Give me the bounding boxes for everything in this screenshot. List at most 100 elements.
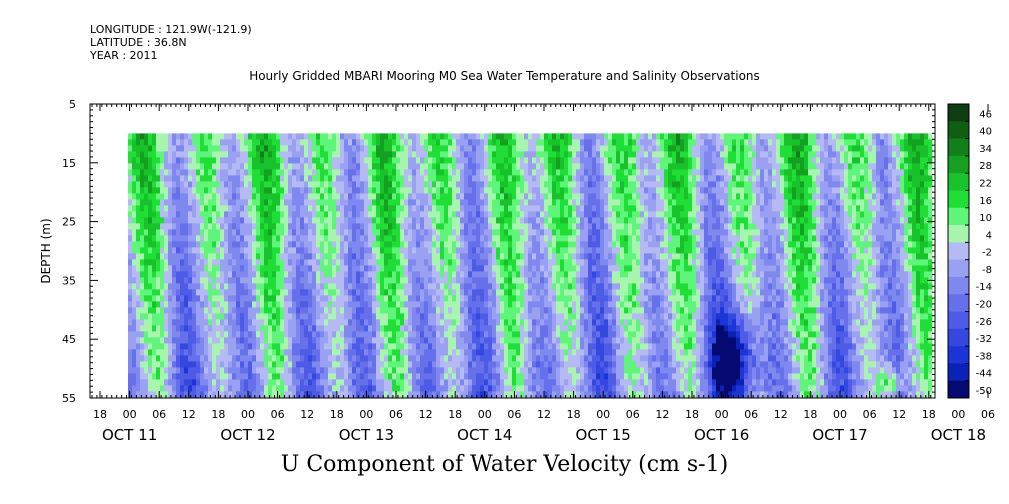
heatmap-cell-4970 — [568, 253, 573, 260]
heatmap-cell-1114 — [224, 337, 229, 344]
heatmap-cell-2329 — [332, 337, 337, 344]
heatmap-cell-1225 — [236, 193, 241, 200]
heatmap-cell-255 — [148, 313, 153, 320]
heatmap-cell-4270 — [504, 373, 509, 380]
heatmap-cell-2803 — [376, 211, 381, 218]
heatmap-cell-3384 — [428, 187, 433, 194]
heatmap-cell-3367 — [424, 355, 429, 362]
heatmap-cell-4635 — [540, 133, 545, 140]
heatmap-cell-4046 — [484, 379, 489, 386]
heatmap-cell-3129 — [404, 277, 409, 284]
heatmap-cell-506 — [172, 199, 177, 206]
heatmap-cell-445 — [164, 373, 169, 380]
heatmap-cell-2455 — [344, 283, 349, 290]
heatmap-cell-2450 — [344, 253, 349, 260]
heatmap-cell-1134 — [228, 187, 233, 194]
heatmap-cell-651 — [184, 259, 189, 266]
heatmap-cell-667 — [184, 355, 189, 362]
heatmap-cell-2895 — [384, 223, 389, 230]
heatmap-cell-906 — [208, 169, 213, 176]
heatmap-cell-4269 — [504, 367, 509, 374]
heatmap-cell-1395 — [252, 133, 257, 140]
heatmap-cell-4878 — [560, 241, 565, 248]
heatmap-cell-1521 — [260, 349, 265, 356]
heatmap-cell-1768 — [284, 211, 289, 218]
heatmap-cell-1242 — [236, 295, 241, 302]
heatmap-cell-4277 — [508, 145, 513, 152]
heatmap-cell-894 — [204, 367, 209, 374]
heatmap-cell-2656 — [364, 139, 369, 146]
heatmap-cell-4278 — [508, 151, 513, 158]
heatmap-cell-535 — [172, 373, 177, 380]
heatmap-cell-4525 — [528, 283, 533, 290]
heatmap-cell-3789 — [464, 187, 469, 194]
heatmap-cell-873 — [204, 241, 209, 248]
heatmap-cell-149 — [140, 217, 145, 224]
heatmap-cell-861 — [204, 169, 209, 176]
heatmap-cell-4671 — [540, 349, 545, 356]
heatmap-cell-4240 — [504, 193, 509, 200]
heatmap-cell-415 — [164, 193, 169, 200]
heatmap-cell-520 — [172, 283, 177, 290]
heatmap-cell-4626 — [536, 349, 541, 356]
heatmap-cell-3492 — [436, 295, 441, 302]
heatmap-cell-1514 — [260, 307, 265, 314]
heatmap-cell-3031 — [396, 229, 401, 236]
heatmap-cell-3179 — [408, 307, 413, 314]
heatmap-cell-3619 — [448, 247, 453, 254]
heatmap-cell-4741 — [548, 229, 553, 236]
heatmap-cell-2247 — [324, 385, 329, 392]
heatmap-cell-3843 — [468, 241, 473, 248]
heatmap-cell-1817 — [288, 235, 293, 242]
heatmap-cell-3873 — [472, 151, 477, 158]
heatmap-cell-4916 — [564, 199, 569, 206]
heatmap-cell-3421 — [432, 139, 437, 146]
heatmap-cell-25 — [128, 283, 133, 290]
heatmap-cell-1301 — [240, 379, 245, 386]
heatmap-cell-2822 — [376, 325, 381, 332]
heatmap-cell-1339 — [244, 337, 249, 344]
heatmap-cell-3601 — [448, 139, 453, 146]
heatmap-cell-3557 — [444, 145, 449, 152]
heatmap-cell-3713 — [456, 271, 461, 278]
heatmap-cell-3687 — [452, 385, 457, 392]
heatmap-cell-2085 — [312, 223, 317, 230]
heatmap-cell-81 — [132, 349, 137, 356]
heatmap-cell-4606 — [536, 229, 541, 236]
heatmap-cell-387 — [160, 295, 165, 302]
heatmap-cell-3737 — [460, 145, 465, 152]
heatmap-cell-1355 — [248, 163, 253, 170]
heatmap-cell-3265 — [416, 283, 421, 290]
heatmap-cell-2055 — [308, 313, 313, 320]
heatmap-cell-4598 — [536, 181, 541, 188]
heatmap-cell-819 — [200, 187, 205, 194]
heatmap-cell-1487 — [260, 145, 265, 152]
heatmap-cell-1751 — [280, 379, 285, 386]
heatmap-cell-3923 — [476, 181, 481, 188]
heatmap-cell-686 — [188, 199, 193, 206]
heatmap-cell-912 — [208, 205, 213, 212]
heatmap-cell-1961 — [300, 289, 305, 296]
heatmap-cell-3908 — [472, 361, 477, 368]
heatmap-cell-3705 — [456, 223, 461, 230]
heatmap-cell-2652 — [360, 385, 365, 392]
heatmap-cell-3826 — [468, 139, 473, 146]
heatmap-cell-4639 — [540, 157, 545, 164]
heatmap-cell-2596 — [356, 319, 361, 326]
heatmap-cell-785 — [196, 253, 201, 260]
heatmap-cell-4468 — [524, 211, 529, 218]
heatmap-cell-2454 — [344, 277, 349, 284]
heatmap-cell-3583 — [444, 301, 449, 308]
heatmap-cell-3649 — [452, 157, 457, 164]
heatmap-cell-3832 — [468, 175, 473, 182]
heatmap-cell-1162 — [228, 355, 233, 362]
heatmap-cell-3578 — [444, 271, 449, 278]
heatmap-cell-3411 — [428, 349, 433, 356]
heatmap-cell-1538 — [264, 181, 269, 188]
heatmap-cell-2679 — [364, 277, 369, 284]
heatmap-cell-1919 — [296, 307, 301, 314]
heatmap-cell-4579 — [532, 337, 537, 344]
heatmap-cell-2189 — [320, 307, 325, 314]
heatmap-cell-2598 — [356, 331, 361, 338]
heatmap-cell-365 — [160, 163, 165, 170]
